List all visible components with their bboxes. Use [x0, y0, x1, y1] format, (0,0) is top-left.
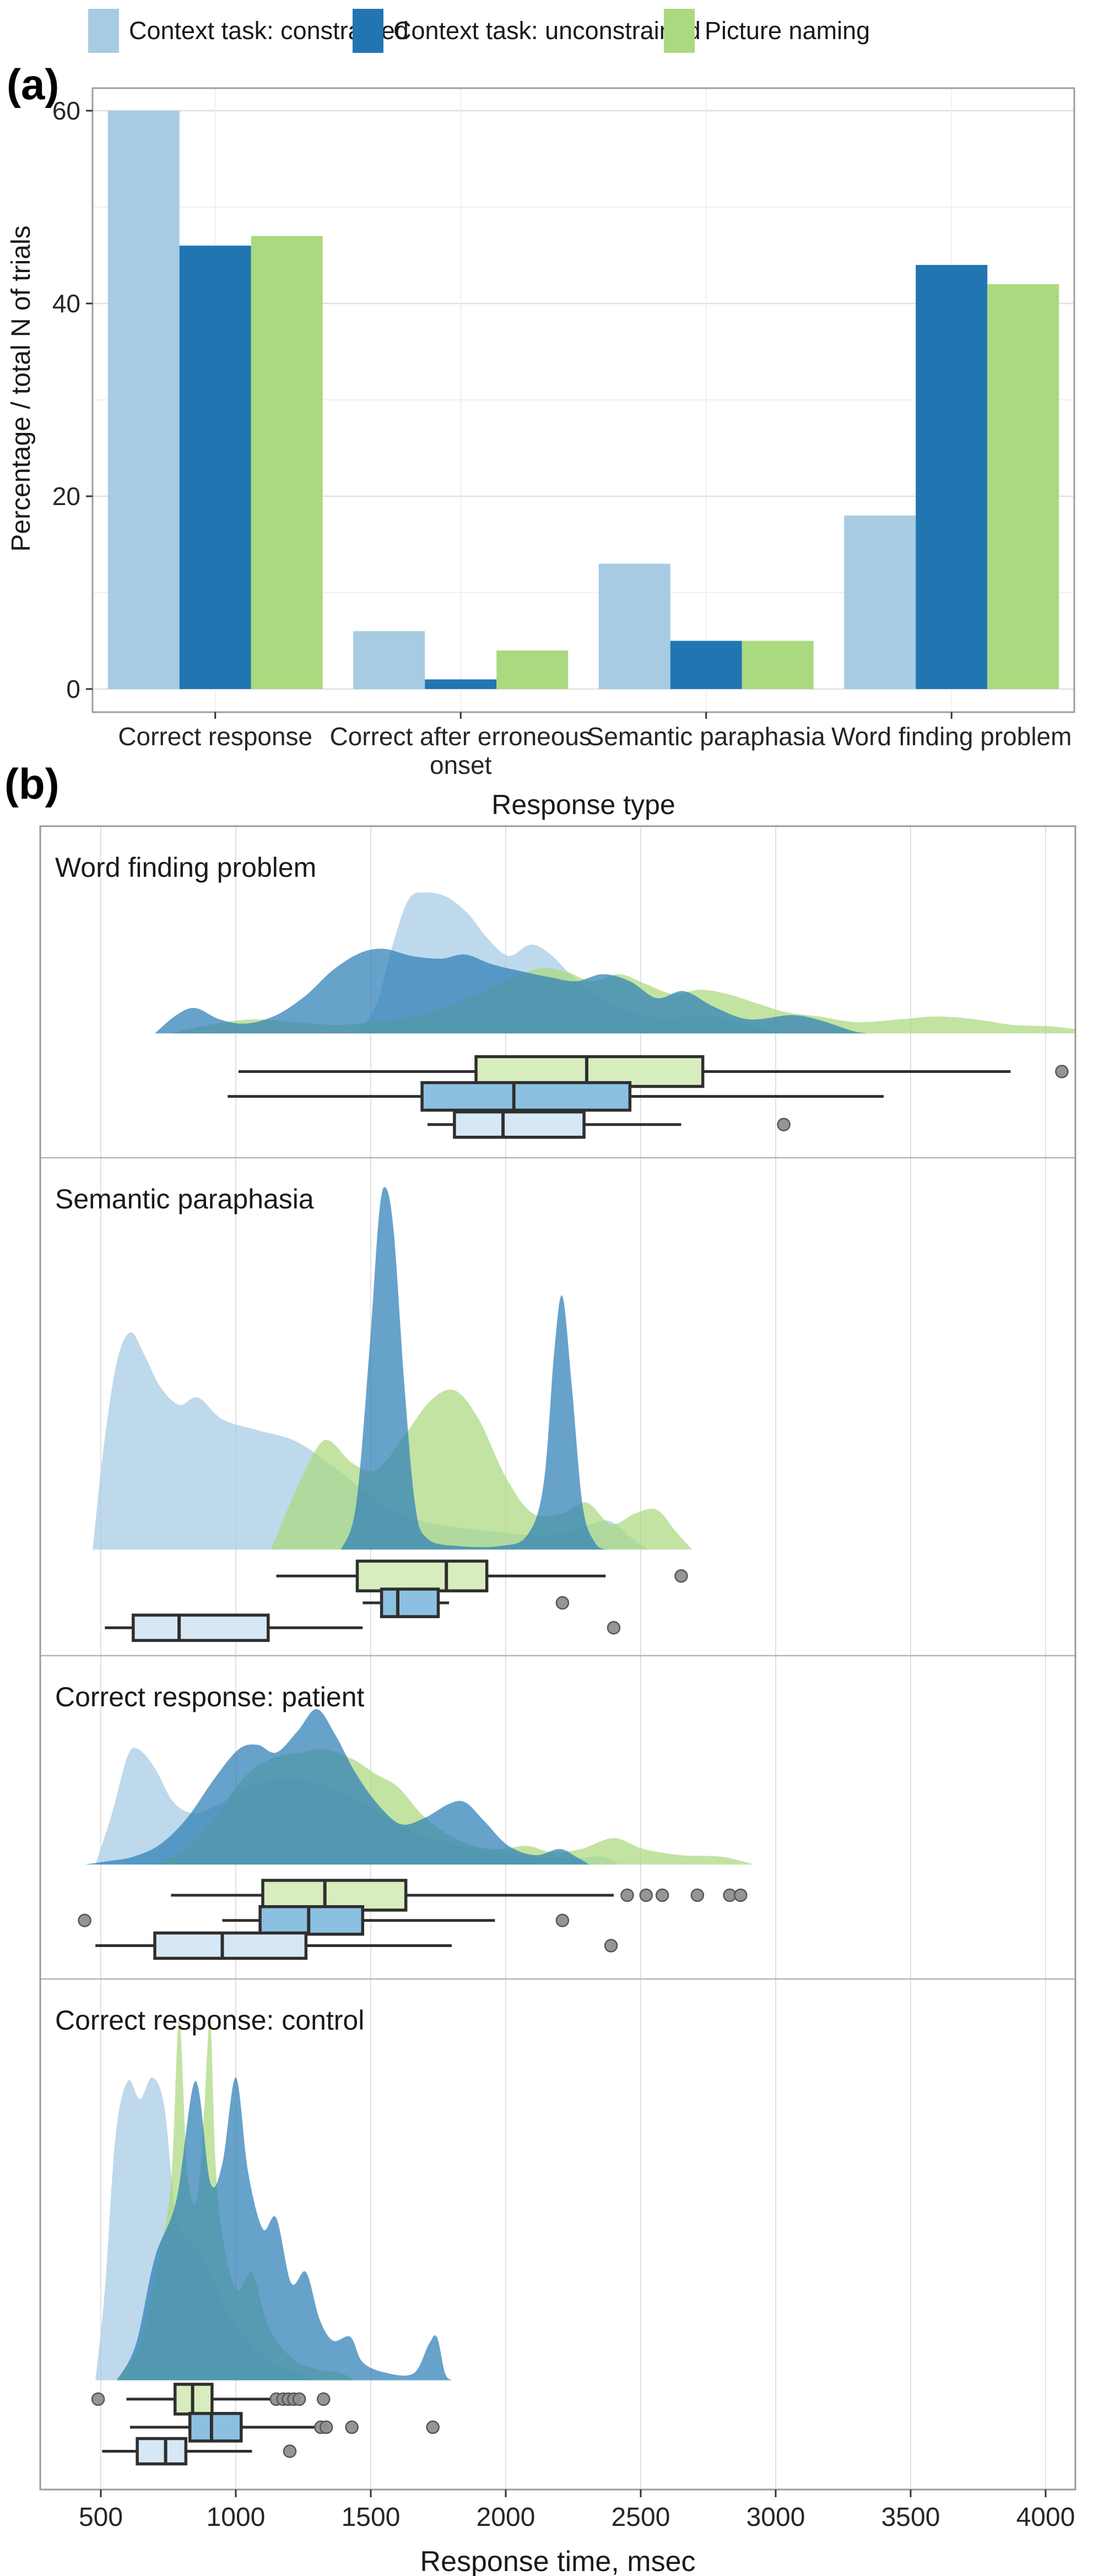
- x-tick-label: 3000: [746, 2503, 805, 2532]
- box-constrained: [136, 2437, 188, 2466]
- facet-title: Correct response: patient: [55, 1682, 365, 1712]
- legend-item-3: Picture naming: [664, 4, 870, 57]
- facet-1: Word finding problem: [55, 852, 1075, 1139]
- legend-item-2: Context task: unconstrained: [353, 4, 701, 57]
- outlier-dot: [607, 1621, 621, 1635]
- bar-unconstrained-1: [179, 246, 251, 689]
- box-naming: [261, 1879, 408, 1912]
- legend-item-label: Picture naming: [705, 17, 870, 45]
- x-tick-label: Semantic paraphasia: [587, 722, 826, 751]
- x-tick-label: 500: [79, 2503, 123, 2532]
- outlier-dot: [292, 2392, 306, 2406]
- x-tick-label: onset: [430, 751, 492, 779]
- x-tick-label: 2000: [477, 2503, 535, 2532]
- outlier-dot: [283, 2444, 297, 2458]
- x-tick-label: 3500: [881, 2503, 940, 2532]
- outlier-dot: [674, 1569, 688, 1583]
- legend-item-label: Context task: unconstrained: [393, 17, 701, 45]
- y-tick-label: 0: [66, 675, 80, 703]
- outlier-dot: [620, 1888, 634, 1902]
- raincloud-svg: Word finding problem Semantic paraphasia C…: [39, 825, 1076, 2576]
- density-unconstrained: [155, 948, 868, 1034]
- outlier-dot: [319, 2420, 333, 2434]
- box-constrained: [132, 1613, 270, 1642]
- outlier-dot: [604, 1939, 618, 1953]
- density-unconstrained: [84, 1709, 589, 1865]
- outlier-dot: [345, 2420, 359, 2434]
- bar-naming-1: [251, 236, 323, 689]
- x-tick-label: 2500: [612, 2503, 670, 2532]
- outlier-dot: [91, 2392, 105, 2406]
- panel-border: [39, 825, 1076, 2491]
- outlier-dot: [426, 2420, 440, 2434]
- bar-constrained-4: [844, 516, 916, 689]
- y-tick-label: 20: [52, 482, 80, 511]
- legend-swatch-icon: [88, 9, 119, 53]
- bar-unconstrained-2: [425, 679, 497, 689]
- x-axis-title: Response type: [491, 789, 675, 820]
- box-constrained: [153, 1931, 308, 1960]
- box-constrained: [453, 1110, 586, 1139]
- outlier-dot: [78, 1913, 91, 1928]
- facet-3: Correct response: patient: [55, 1682, 754, 1960]
- box-naming: [355, 1559, 489, 1593]
- density-unconstrained: [117, 2077, 452, 2380]
- y-tick-label: 60: [52, 96, 80, 125]
- legend-swatch-icon: [353, 9, 383, 53]
- facet-title: Word finding problem: [55, 852, 316, 883]
- box-unconstrained: [380, 1587, 440, 1618]
- x-tick-label: Correct after erroneous: [329, 722, 592, 751]
- bar-chart-panel: 0 20 40 60 Correct response Correct after err…: [0, 66, 1093, 865]
- outlier-dot: [655, 1888, 669, 1902]
- outlier-dot: [734, 1888, 748, 1902]
- outlier-dot: [317, 2392, 331, 2406]
- facet-title: Semantic paraphasia: [55, 1184, 314, 1214]
- box-unconstrained: [188, 2412, 243, 2443]
- outlier-dot: [777, 1118, 791, 1132]
- outlier-dot: [555, 1913, 570, 1928]
- outlier-dot: [639, 1888, 653, 1902]
- chart-legend: Context task: constrained Context task: u…: [0, 4, 1093, 62]
- bar-naming-3: [742, 641, 814, 689]
- outlier-dot: [690, 1888, 705, 1902]
- outlier-dot: [555, 1596, 570, 1610]
- box-unconstrained: [420, 1081, 632, 1112]
- y-axis-title: Percentage / total N of trials: [7, 225, 36, 551]
- bar-unconstrained-4: [916, 265, 988, 689]
- x-tick-label: 1000: [207, 2503, 266, 2532]
- panel-border: [91, 87, 1075, 713]
- facet-2: Semantic paraphasia: [55, 1184, 692, 1642]
- outlier-dot: [1055, 1065, 1069, 1078]
- panel-b-label: (b): [4, 760, 59, 808]
- bar-constrained-3: [598, 563, 670, 689]
- panel-a-label: (a): [7, 60, 59, 109]
- x-tick-label: 1500: [342, 2503, 401, 2532]
- density-constrained: [93, 1332, 649, 1550]
- bar-naming-2: [496, 650, 569, 689]
- bar-constrained-2: [353, 631, 425, 689]
- y-tick-label: 40: [52, 289, 80, 318]
- facet-title: Correct response: control: [55, 2005, 364, 2036]
- legend-swatch-icon: [664, 9, 695, 53]
- x-axis-title: Response time, msec: [420, 2546, 696, 2576]
- bar-constrained-1: [107, 111, 180, 689]
- x-tick-label: 4000: [1016, 2503, 1075, 2532]
- bar-naming-4: [987, 284, 1059, 689]
- box-unconstrained: [258, 1905, 365, 1936]
- x-tick-label: Word finding problem: [831, 722, 1072, 751]
- x-tick-label: Correct response: [118, 722, 312, 751]
- raincloud-panel: Word finding problem Semantic paraphasia C…: [0, 793, 1093, 2576]
- bar-chart-svg: 0 20 40 60 Correct response Correct after err…: [7, 87, 1075, 820]
- facet-4: Correct response: control: [55, 2005, 452, 2466]
- density-unconstrained: [341, 1187, 606, 1550]
- bar-unconstrained-3: [670, 641, 742, 689]
